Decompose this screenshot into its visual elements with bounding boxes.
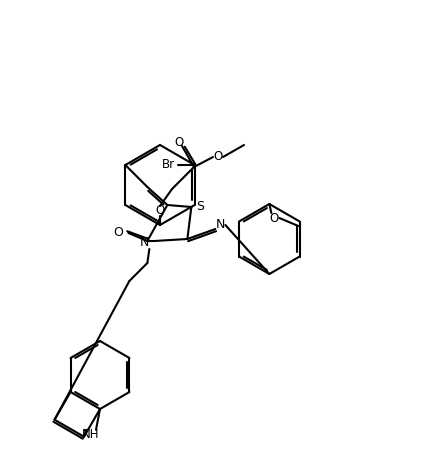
Text: O: O <box>155 205 165 218</box>
Text: Br: Br <box>162 158 175 171</box>
Text: S: S <box>196 201 204 213</box>
Text: O: O <box>270 212 279 225</box>
Text: N: N <box>140 237 149 249</box>
Text: N: N <box>216 218 225 231</box>
Text: O: O <box>214 151 223 164</box>
Text: O: O <box>113 226 123 239</box>
Text: O: O <box>174 136 184 150</box>
Text: NH: NH <box>82 428 100 441</box>
